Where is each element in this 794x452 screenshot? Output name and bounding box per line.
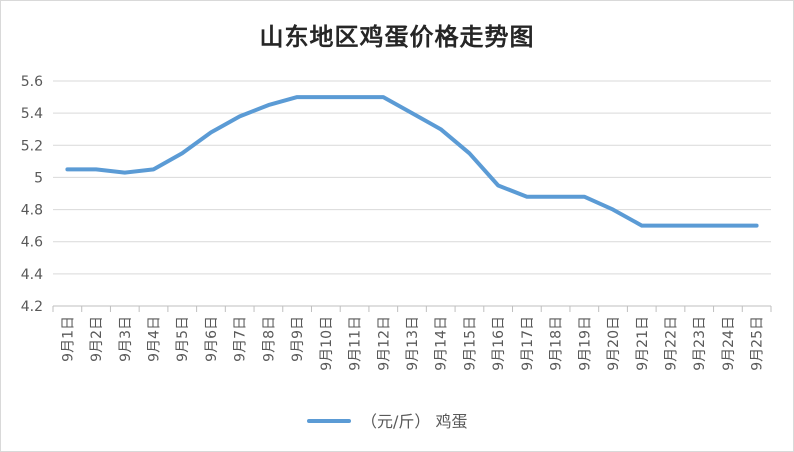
- x-tick-label: 9月6日: [204, 316, 220, 362]
- y-tick-label: 4.6: [21, 235, 43, 251]
- x-tick-label: 9月3日: [118, 316, 134, 362]
- x-tick-label: 9月14日: [434, 316, 450, 371]
- y-tick-label: 5.6: [21, 74, 43, 90]
- x-tick-label: 9月4日: [147, 316, 163, 362]
- x-tick-label: 9月16日: [491, 316, 507, 371]
- x-tick-label: 9月25日: [750, 316, 766, 371]
- x-tick-label: 9月18日: [549, 316, 565, 371]
- x-tick-label: 9月17日: [520, 316, 536, 371]
- x-tick-label: 9月9日: [290, 316, 306, 362]
- x-tick-label: 9月7日: [233, 316, 249, 362]
- y-tick-label: 5.4: [21, 106, 43, 122]
- legend-label: （元/斤） 鸡蛋: [361, 412, 467, 431]
- x-tick-label: 9月23日: [692, 316, 708, 371]
- x-tick-label: 9月5日: [175, 316, 191, 362]
- x-tick-label: 9月15日: [462, 316, 478, 371]
- series-line: [65, 95, 759, 228]
- chart-title: 山东地区鸡蛋价格走势图: [259, 22, 535, 51]
- x-tick-label: 9月8日: [261, 316, 277, 362]
- y-tick-label: 4.8: [21, 203, 43, 219]
- x-tick-label: 9月19日: [577, 316, 593, 371]
- y-tick-label: 5: [34, 170, 43, 186]
- y-tick-label: 4.2: [21, 299, 43, 315]
- x-tick-label: 9月12日: [376, 316, 392, 371]
- y-tick-label: 4.4: [21, 267, 43, 283]
- legend: （元/斤） 鸡蛋: [307, 412, 467, 431]
- x-tick-label: 9月1日: [60, 316, 76, 362]
- y-tick-label: 5.2: [21, 138, 43, 154]
- x-tick-label: 9月24日: [721, 316, 737, 371]
- x-tick-label: 9月20日: [606, 316, 622, 371]
- x-tick-label: 9月21日: [635, 316, 651, 371]
- x-tick-label: 9月22日: [663, 316, 679, 371]
- x-tick-label: 9月13日: [405, 316, 421, 371]
- x-tick-label: 9月10日: [319, 316, 335, 371]
- x-tick-label: 9月2日: [89, 316, 105, 362]
- x-tick-label: 9月11日: [348, 316, 364, 371]
